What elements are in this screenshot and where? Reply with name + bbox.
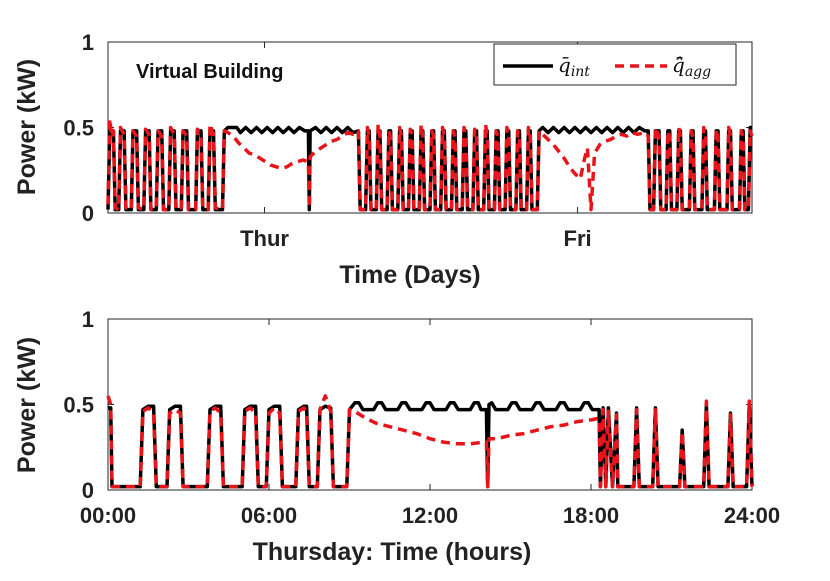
panel-days: 0 0.5 1 Thur Fri Virtual Building Time (Days… bbox=[13, 30, 754, 289]
y-tick-label-days-0: 0 bbox=[82, 201, 94, 226]
series-hours bbox=[106, 394, 754, 489]
series-line-q-agg-days bbox=[106, 117, 754, 212]
legend-label-q-int: q̄int bbox=[558, 53, 590, 80]
legend-symbol-q-int: q̄ bbox=[558, 53, 571, 77]
x-tick-label-hours-1: 06:00 bbox=[241, 503, 297, 528]
y-tick-label-days-1: 0.5 bbox=[63, 116, 94, 141]
ticks-days: 0 0.5 1 Thur Fri bbox=[63, 30, 752, 251]
y-tick-label-days-2: 1 bbox=[82, 30, 94, 55]
x-tick-label-hours-2: 12:00 bbox=[402, 503, 458, 528]
x-tick-label-hours-3: 18:00 bbox=[563, 503, 619, 528]
y-tick-label-hours-0: 0 bbox=[82, 478, 94, 503]
x-tick-label-days-0: Thur bbox=[240, 226, 289, 251]
y-tick-label-hours-2: 1 bbox=[82, 307, 94, 332]
x-tick-label-hours-4: 24:00 bbox=[724, 503, 780, 528]
series-line-q-agg-hours bbox=[106, 394, 754, 489]
legend: q̄int q̄̂agg bbox=[493, 43, 737, 86]
legend-sub-q-int: int bbox=[571, 64, 590, 80]
x-tick-label-days-1: Fri bbox=[564, 226, 592, 251]
series-days bbox=[106, 117, 754, 212]
x-axis-label-hours: Thursday: Time (hours) bbox=[253, 538, 532, 566]
y-axis-label-top: Power (kW) bbox=[13, 59, 41, 195]
ticks-hours: 0 0.5 1 00:00 06:00 12:00 18:00 24:00 bbox=[63, 307, 780, 528]
x-axis-label-days: Time (Days) bbox=[339, 261, 480, 289]
legend-label-q-agg: q̄̂agg bbox=[672, 53, 711, 80]
y-axis-label-bottom: Power (kW) bbox=[13, 337, 41, 473]
annotation-virtual-building: Virtual Building bbox=[136, 61, 283, 83]
legend-sub-q-agg: agg bbox=[685, 64, 711, 80]
panel-hours: 0 0.5 1 00:00 06:00 12:00 18:00 24:00 Thursday:… bbox=[13, 307, 780, 566]
y-tick-label-hours-1: 0.5 bbox=[63, 393, 94, 418]
legend-symbol-q-agg: q̄̂ bbox=[672, 53, 685, 77]
x-tick-label-hours-0: 00:00 bbox=[80, 503, 136, 528]
